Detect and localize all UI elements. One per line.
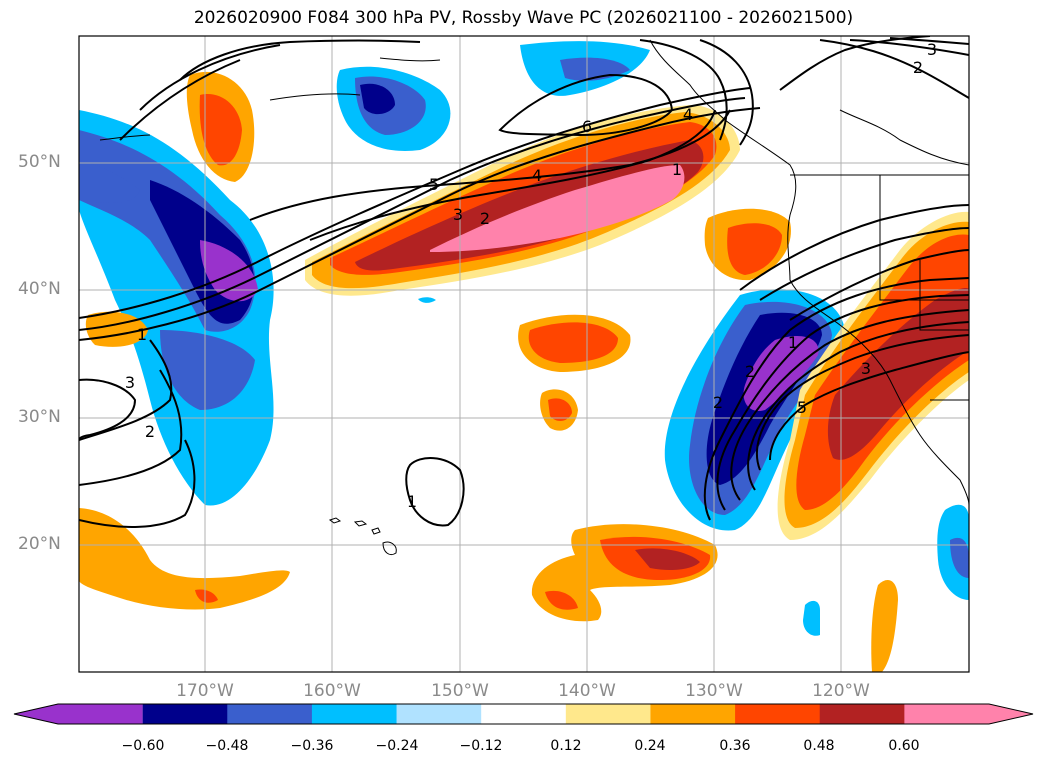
colorbar-tick-label: 0.48 xyxy=(803,738,835,754)
lon-label-150w: 150°W xyxy=(431,681,489,701)
hawaii-islands xyxy=(328,517,397,556)
colorbar-tick-label: −0.60 xyxy=(121,738,165,754)
colorbar-swatch xyxy=(142,704,228,724)
colorbar-swatch xyxy=(565,704,651,724)
contour-label: 4 xyxy=(683,105,693,124)
contour-label: 6 xyxy=(582,117,592,136)
lon-label-140w: 140°W xyxy=(558,681,616,701)
contour-label: 3 xyxy=(125,373,135,392)
lon-label-130w: 130°W xyxy=(685,681,743,701)
colorbar-swatch xyxy=(481,704,567,724)
colorbar-tick-label: 0.12 xyxy=(550,738,582,754)
contour-label: 3 xyxy=(453,205,463,224)
colorbar xyxy=(13,703,1034,725)
contour-label: 2 xyxy=(913,58,923,77)
colorbar-tick-label: 0.36 xyxy=(719,738,751,754)
colorbar-swatch xyxy=(819,704,905,724)
colorbar-tick-label: 0.24 xyxy=(634,738,666,754)
contour-label: 3 xyxy=(927,40,937,59)
colorbar-tick-label: −0.36 xyxy=(290,738,334,754)
lon-label-170w: 170°W xyxy=(176,681,234,701)
lat-label-40n: 40°N xyxy=(18,279,61,299)
lat-label-50n: 50°N xyxy=(18,152,61,172)
map-title: 2026020900 F084 300 hPa PV, Rossby Wave … xyxy=(193,8,854,28)
contour-label: 4 xyxy=(532,166,542,185)
contour-label: 2 xyxy=(713,393,723,412)
contour-label: 5 xyxy=(429,175,439,194)
lat-label-20n: 20°N xyxy=(18,534,61,554)
colorbar-swatch xyxy=(650,704,736,724)
lon-label-160w: 160°W xyxy=(303,681,361,701)
contour-label: 2 xyxy=(480,209,490,228)
contour-label: 3 xyxy=(861,359,871,378)
contour-label: 5 xyxy=(797,398,807,417)
contour-labels: 1 2 3 4 5 6 2 3 4 1 2 3 1 2 5 3 2 1 xyxy=(125,40,937,511)
colorbar-swatch xyxy=(14,704,143,724)
negative-anomaly-north xyxy=(336,41,650,151)
contour-label: 1 xyxy=(788,333,798,352)
lon-label-120w: 120°W xyxy=(812,681,870,701)
contour-label: 2 xyxy=(145,422,155,441)
lat-label-30n: 30°N xyxy=(18,407,61,427)
map-panel: 1 2 3 4 5 6 2 3 4 1 2 3 1 2 5 3 2 1 xyxy=(78,35,970,673)
colorbar-swatch xyxy=(735,704,821,724)
contour-label: 1 xyxy=(137,325,147,344)
contour-label: 1 xyxy=(672,160,682,179)
map-frame xyxy=(78,35,970,673)
positive-anomaly-main-streak xyxy=(305,105,740,296)
colorbar-tick-label: 0.60 xyxy=(888,738,920,754)
colorbar-swatch xyxy=(227,704,313,724)
colorbar-swatch xyxy=(904,704,1033,724)
colorbar-tick-label: −0.12 xyxy=(459,738,503,754)
colorbar-swatch xyxy=(311,704,398,724)
contour-label: 1 xyxy=(407,492,417,511)
contour-label: 2 xyxy=(745,362,755,381)
pv-contours xyxy=(79,36,969,528)
colorbar-tick-label: −0.24 xyxy=(375,738,419,754)
colorbar-swatch xyxy=(396,704,482,724)
colorbar-tick-label: −0.48 xyxy=(205,738,249,754)
